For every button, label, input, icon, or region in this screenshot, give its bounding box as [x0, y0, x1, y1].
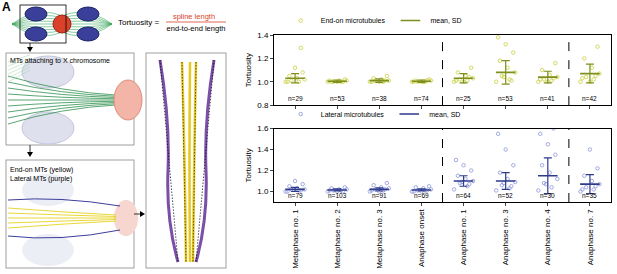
- svg-text:n=74: n=74: [414, 95, 429, 102]
- svg-text:spline length: spline length: [173, 12, 215, 21]
- svg-text:n=29: n=29: [288, 95, 303, 102]
- svg-text:Metaphase no. 2: Metaphase no. 2: [333, 209, 342, 269]
- svg-text:MTs attaching to X chromosome: MTs attaching to X chromosome: [10, 57, 110, 65]
- svg-text:n=42: n=42: [582, 95, 597, 102]
- svg-text:Anaphase onset: Anaphase onset: [417, 208, 426, 267]
- svg-text:n=64: n=64: [456, 192, 471, 199]
- svg-text:n=38: n=38: [372, 95, 387, 102]
- svg-text:1.6: 1.6: [257, 124, 269, 133]
- svg-text:Anaphase no. 7: Anaphase no. 7: [586, 209, 595, 266]
- svg-text:n=53: n=53: [498, 95, 513, 102]
- svg-text:Lateral MTs (purple): Lateral MTs (purple): [10, 175, 72, 183]
- svg-text:n=103: n=103: [328, 192, 347, 199]
- svg-text:1.2: 1.2: [257, 166, 269, 175]
- svg-text:1.4: 1.4: [257, 145, 269, 154]
- svg-text:A: A: [2, 0, 11, 14]
- svg-text:n=52: n=52: [498, 192, 513, 199]
- svg-text:1.0: 1.0: [257, 78, 269, 87]
- svg-text:1.4: 1.4: [257, 31, 269, 40]
- svg-text:Tortuosity =: Tortuosity =: [118, 18, 159, 27]
- svg-text:n=25: n=25: [456, 95, 471, 102]
- svg-text:1.0: 1.0: [257, 187, 269, 196]
- svg-text:Metaphase no. 3: Metaphase no. 3: [375, 209, 384, 269]
- svg-text:end-to-end length: end-to-end length: [167, 24, 226, 33]
- svg-text:mean, SD: mean, SD: [430, 17, 461, 24]
- svg-text:End-on MTs (yellow): End-on MTs (yellow): [10, 166, 73, 174]
- svg-text:0.8: 0.8: [257, 101, 269, 110]
- svg-text:n=41: n=41: [540, 95, 555, 102]
- svg-text:n=35: n=35: [582, 192, 597, 199]
- svg-text:Anaphase no. 3: Anaphase no. 3: [501, 209, 510, 266]
- svg-text:Metaphase no. 1: Metaphase no. 1: [291, 209, 300, 269]
- svg-text:n=91: n=91: [372, 192, 387, 199]
- svg-text:Lateral microtubules: Lateral microtubules: [321, 111, 385, 118]
- svg-text:n=30: n=30: [540, 192, 555, 199]
- svg-text:Anaphase no. 4: Anaphase no. 4: [543, 209, 552, 266]
- svg-text:n=79: n=79: [288, 192, 303, 199]
- svg-text:1.2: 1.2: [257, 54, 269, 63]
- svg-text:mean, SD: mean, SD: [429, 111, 460, 118]
- svg-text:Tortuosity: Tortuosity: [244, 53, 253, 87]
- svg-text:Tortuosity: Tortuosity: [244, 148, 253, 182]
- svg-text:n=53: n=53: [330, 95, 345, 102]
- svg-text:Anaphase no. 1: Anaphase no. 1: [459, 209, 468, 266]
- svg-text:End-on microtubules: End-on microtubules: [321, 17, 386, 24]
- html-text:B: B: [232, 0, 241, 14]
- svg-text:n=69: n=69: [414, 192, 429, 199]
